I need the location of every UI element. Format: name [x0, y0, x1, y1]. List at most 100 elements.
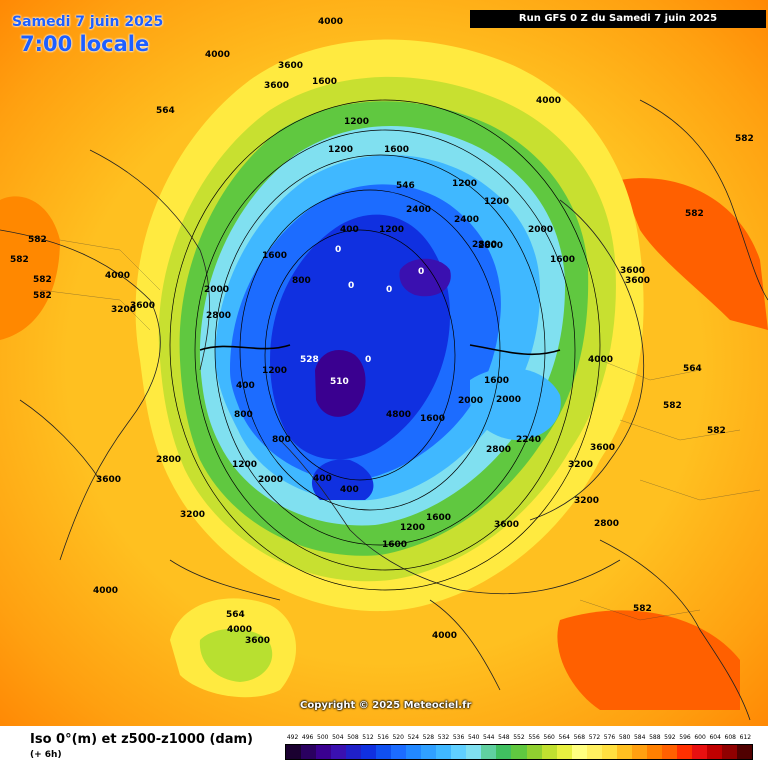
map-label: 582 [735, 134, 754, 144]
map-label: 4000 [205, 50, 230, 60]
scale-value-label: 532 [437, 734, 450, 741]
map-label: 0 [335, 245, 341, 255]
map-label: 2800 [486, 445, 511, 455]
map-label: 3600 [625, 276, 650, 286]
map-label: 2000 [496, 395, 521, 405]
scale-color-swatch [706, 745, 722, 759]
band-yellowgreen-island [199, 628, 273, 682]
country-borders [39, 239, 761, 621]
map-label: 2400 [454, 215, 479, 225]
scale-color-swatch [601, 745, 617, 759]
map-label: 1600 [382, 540, 407, 550]
map-label: 4000 [93, 586, 118, 596]
map-label: 400 [340, 225, 359, 235]
map-label: 1600 [420, 414, 445, 424]
map-label: 4000 [536, 96, 561, 106]
map-label: 546 [396, 181, 415, 191]
scale-value-label: 528 [422, 734, 435, 741]
scale-color-swatch [541, 745, 557, 759]
scale-value-label: 564 [558, 734, 570, 741]
map-label: 2800 [206, 311, 231, 321]
map-label: 3600 [96, 475, 121, 485]
map-label: 582 [685, 209, 704, 219]
scale-value-label: 580 [618, 734, 631, 741]
map-label: 2400 [406, 205, 431, 215]
scale-value-label: 524 [407, 734, 420, 741]
scale-color-swatch [646, 745, 662, 759]
scale-color-swatch [331, 745, 347, 759]
scale-color-swatch [556, 745, 572, 759]
scale-color-swatch [676, 745, 692, 759]
scale-color-swatch [496, 745, 512, 759]
scale-color-swatch [616, 745, 632, 759]
scale-value-label: 536 [452, 734, 465, 741]
scale-value-label: 572 [588, 734, 601, 741]
map-label: 3600 [620, 266, 645, 276]
color-scale-labels: 492 496 500 504 508 512 516 520 524 528 532 536 540 5… [285, 734, 753, 744]
scale-value-label: 576 [603, 734, 616, 741]
map-label: 1600 [384, 145, 409, 155]
scale-value-label: 540 [467, 734, 480, 741]
scale-color-swatch [421, 745, 437, 759]
scale-value-label: 492 [286, 734, 299, 741]
map-label: 1600 [262, 251, 287, 261]
map-label: 1200 [344, 117, 369, 127]
scale-value-label: 552 [513, 734, 525, 741]
map-label: 2000 [204, 285, 229, 295]
scale-color-swatch [721, 745, 737, 759]
map-label: 582 [663, 401, 682, 411]
map-label: 3600 [264, 81, 289, 91]
legend-bar: Iso 0°(m) et z500-z1000 (dam) (+ 6h) 492… [0, 726, 768, 768]
map-label: 3600 [245, 636, 270, 646]
forecast-date: Samedi 7 juin 2025 [12, 14, 164, 30]
scale-value-label: 508 [347, 734, 359, 741]
map-label: 3600 [494, 520, 519, 530]
map-label: 4000 [432, 631, 457, 641]
map-label: 3600 [278, 61, 303, 71]
scale-color-swatch [511, 745, 527, 759]
scale-value-label: 500 [317, 734, 329, 741]
scale-color-swatch [481, 745, 497, 759]
heat-patch-east [620, 178, 768, 330]
color-scale: 492 496 500 504 508 512 516 520 524 528 532 536 540 5… [285, 734, 753, 760]
map-label: 528 [300, 355, 319, 365]
band-deepblue-south [311, 459, 374, 500]
map-label: 3200 [111, 305, 136, 315]
map-label: 3200 [574, 496, 599, 506]
run-info-banner: Run GFS 0 Z du Samedi 7 juin 2025 [470, 10, 766, 28]
scale-value-label: 556 [528, 734, 540, 741]
map-label: 1600 [550, 255, 575, 265]
map-label: 582 [33, 275, 52, 285]
map-label: 2800 [594, 519, 619, 529]
map-label: 1600 [484, 376, 509, 386]
map-label: 564 [226, 610, 245, 620]
map-label: 564 [683, 364, 702, 374]
map-canvas: 4000 3600 4000 3600 564 4000 1600 1200 1… [0, 0, 768, 726]
map-label: 0 [386, 285, 392, 295]
scale-value-label: 612 [739, 734, 752, 741]
heat-patch-south [557, 610, 740, 710]
scale-value-label: 608 [724, 734, 736, 741]
scale-color-swatch [406, 745, 422, 759]
legend-title: Iso 0°(m) et z500-z1000 (dam) [30, 732, 253, 747]
scale-color-swatch [286, 745, 302, 759]
heat-patch-west [0, 196, 60, 340]
color-scale-bar [285, 744, 753, 760]
map-label: 400 [313, 474, 332, 484]
scale-color-swatch [391, 745, 407, 759]
map-label: 582 [707, 426, 726, 436]
map-label: 2000 [458, 396, 483, 406]
scale-color-swatch [376, 745, 392, 759]
map-label: 3600 [130, 301, 155, 311]
band-lightblue-east [470, 368, 561, 440]
map-label: 2800 [478, 241, 503, 251]
scale-color-swatch [691, 745, 707, 759]
scale-color-swatch [571, 745, 587, 759]
map-label: 3200 [568, 460, 593, 470]
map-label: 4000 [318, 17, 343, 27]
map-label: 4800 [386, 410, 411, 420]
cold-core [315, 350, 366, 417]
map-label: 582 [28, 235, 47, 245]
map-label: 0 [365, 355, 371, 365]
scale-value-label: 596 [679, 734, 691, 741]
